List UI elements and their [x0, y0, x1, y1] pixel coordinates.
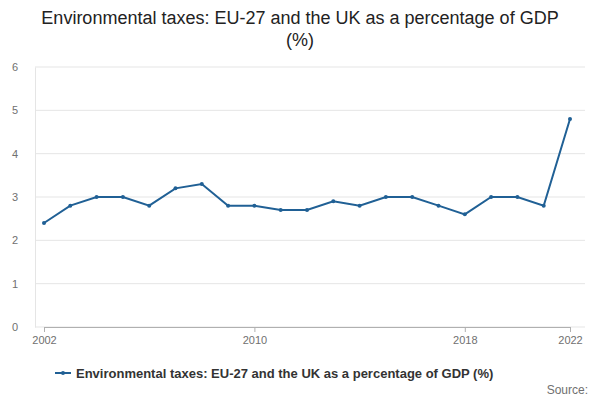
y-tick-label: 5 — [12, 104, 18, 116]
y-tick: 1 — [12, 278, 18, 290]
title: Environmental taxes: EU-27 and the UK as… — [41, 8, 558, 50]
series-point — [121, 195, 125, 199]
grid — [35, 67, 585, 327]
y-tick-label: 3 — [12, 191, 18, 203]
series-point — [489, 195, 493, 199]
x-tick: 2022 — [558, 327, 582, 346]
y-tick-label: 1 — [12, 278, 18, 290]
series-point — [410, 195, 414, 199]
x-axis: 2002 2010 2018 2022 — [32, 327, 582, 346]
y-tick-label: 0 — [12, 321, 18, 333]
plot — [42, 117, 572, 225]
series-point — [174, 186, 178, 190]
series-point — [68, 204, 72, 208]
series-point — [147, 204, 151, 208]
series-point — [279, 208, 283, 212]
series-point — [515, 195, 519, 199]
grid-line — [35, 283, 585, 284]
series-point — [200, 182, 204, 186]
grid-line — [35, 153, 585, 154]
y-tick: 5 — [12, 104, 18, 116]
legend-item: Environmental taxes: EU-27 and the UK as… — [55, 366, 493, 381]
x-tick-mark — [570, 327, 571, 332]
y-tick: 3 — [12, 191, 18, 203]
series-point — [252, 204, 256, 208]
series-point — [437, 204, 441, 208]
x-tick-label: 2002 — [32, 334, 56, 346]
x-axis-line — [45, 327, 571, 328]
grid-line — [35, 67, 585, 68]
legend-swatch — [55, 372, 71, 374]
x-tick-mark — [44, 327, 45, 332]
series-point — [226, 204, 230, 208]
legend: Environmental taxes: EU-27 and the UK as… — [55, 366, 493, 381]
y-tick-label: 2 — [12, 234, 18, 246]
y-tick-label: 6 — [12, 61, 18, 73]
y-axis: 0 1 2 3 4 5 6 — [12, 61, 36, 333]
legend-marker — [61, 371, 65, 375]
x-tick-mark — [254, 327, 255, 332]
x-tick-mark — [465, 327, 466, 332]
series-point — [358, 204, 362, 208]
grid-line — [35, 240, 585, 241]
y-tick: 4 — [12, 148, 18, 160]
y-tick: 0 — [12, 321, 18, 333]
y-tick: 6 — [12, 61, 18, 73]
y-tick-label: 4 — [12, 148, 18, 160]
chart: Environmental taxes: EU-27 and the UK as… — [0, 0, 600, 400]
x-tick: 2002 — [32, 327, 56, 346]
y-tick: 2 — [12, 234, 18, 246]
series-point — [568, 117, 572, 121]
series-point — [542, 204, 546, 208]
series-point — [463, 212, 467, 216]
x-tick-label: 2010 — [243, 334, 267, 346]
legend-label: Environmental taxes: EU-27 and the UK as… — [76, 366, 493, 381]
y-axis-line — [35, 68, 36, 328]
series-point — [42, 221, 46, 225]
x-tick-label: 2018 — [453, 334, 477, 346]
series-point — [95, 195, 99, 199]
series-line — [44, 119, 570, 223]
grid-line — [35, 110, 585, 111]
series-point — [331, 199, 335, 203]
x-tick-label: 2022 — [558, 334, 582, 346]
series-point — [305, 208, 309, 212]
source: Source: — [547, 383, 588, 397]
series-point — [384, 195, 388, 199]
x-tick: 2010 — [243, 327, 267, 346]
grid-line — [35, 327, 585, 328]
x-tick: 2018 — [453, 327, 477, 346]
